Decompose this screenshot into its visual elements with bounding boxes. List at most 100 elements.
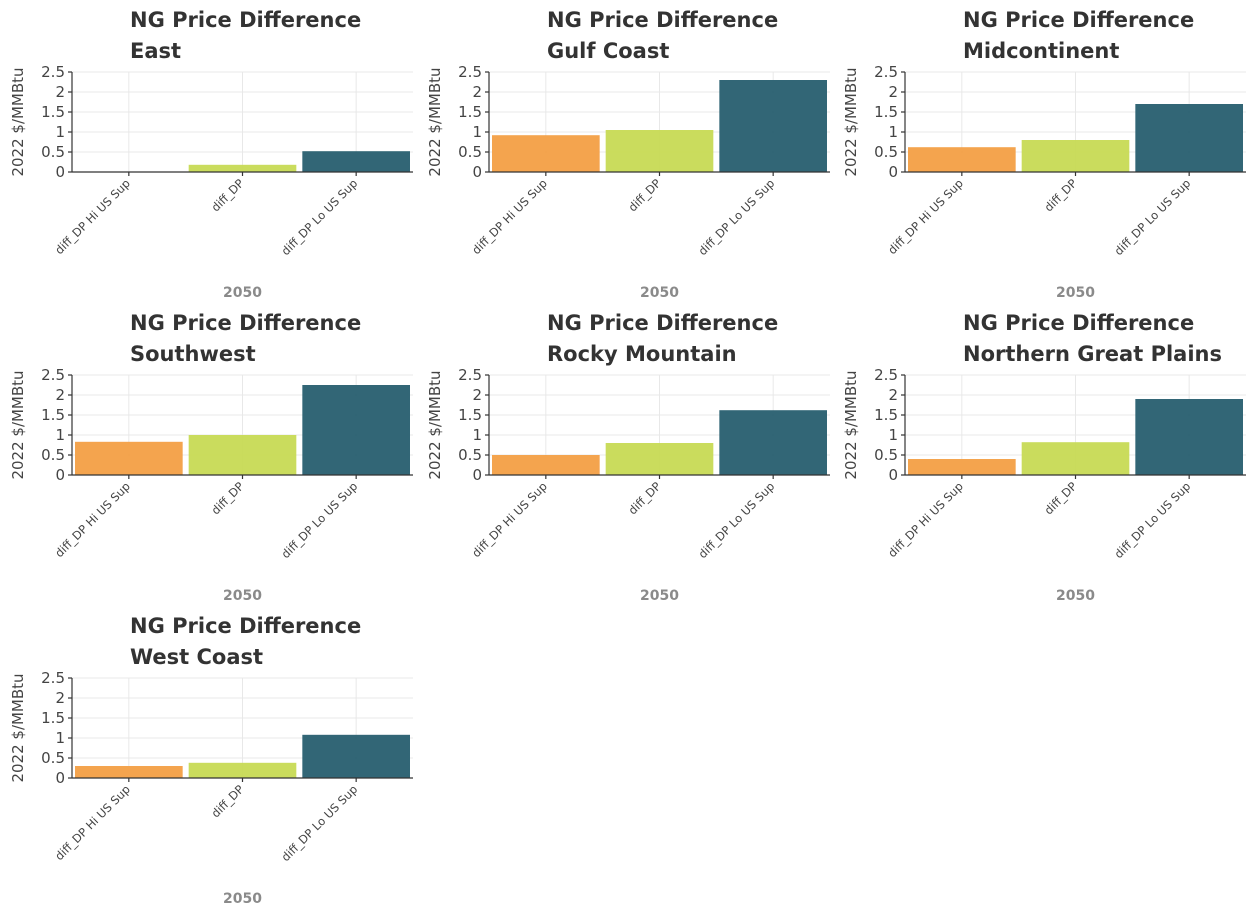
ytick-label: 2 — [55, 83, 65, 101]
chart-subtitle: West Coast — [130, 645, 263, 669]
chart-panel-3: NG Price Difference Southwest 0 0.5 1 1.5 2 2.5… — [9, 311, 413, 604]
xtick-label: diff_DP Hi US Sup — [469, 176, 550, 257]
xtick-label: diff_DP Hi US Sup — [52, 479, 133, 560]
chart-subtitle: Rocky Mountain — [547, 342, 737, 366]
bar-hi-us-sup[interactable] — [908, 147, 1016, 172]
ytick-label: 2 — [472, 83, 482, 101]
ytick-label: 2.5 — [41, 366, 65, 384]
xtick-label: diff_DP — [208, 479, 246, 517]
xtick-label: diff_DP — [625, 479, 663, 517]
chart-subtitle: Northern Great Plains — [963, 342, 1222, 366]
xtick-label: diff_DP Hi US Sup — [469, 479, 550, 560]
bar-dp[interactable] — [605, 443, 714, 475]
ytick-label: 1 — [55, 123, 65, 141]
chart-subtitle: East — [130, 39, 181, 63]
ytick-label: 0.5 — [41, 143, 65, 161]
xtick-label: diff_DP Hi US Sup — [52, 176, 133, 257]
ytick-label: 0 — [55, 163, 65, 181]
ytick-label: 0.5 — [458, 446, 482, 464]
x-axis-label: 2050 — [1056, 588, 1095, 604]
bar-dp[interactable] — [188, 435, 297, 475]
y-axis-label: 2022 $/MMBtu — [842, 67, 860, 176]
chart-panel-1: NG Price Difference Gulf Coast 0 0.5 1 1.5 2 2.… — [426, 8, 830, 301]
chart-title: NG Price Difference — [130, 8, 361, 32]
ytick-label: 1 — [472, 123, 482, 141]
x-axis-label: 2050 — [640, 285, 679, 301]
chart-panel-2: NG Price Difference Midcontinent 0 0.5 1 1.5 2… — [842, 8, 1246, 301]
chart-title: NG Price Difference — [130, 614, 361, 638]
chart-title: NG Price Difference — [547, 8, 778, 32]
xtick-label: diff_DP Lo US Sup — [1111, 176, 1193, 258]
x-axis-label: 2050 — [1056, 285, 1095, 301]
xtick-label: diff_DP Hi US Sup — [885, 479, 966, 560]
ytick-label: 1.5 — [874, 406, 898, 424]
bar-lo-us-sup[interactable] — [302, 385, 410, 475]
bar-dp[interactable] — [1021, 140, 1130, 172]
y-axis-label: 2022 $/MMBtu — [9, 370, 27, 479]
xtick-label: diff_DP — [625, 176, 663, 214]
ytick-label: 0 — [472, 466, 482, 484]
bar-hi-us-sup[interactable] — [75, 441, 183, 475]
xtick-label: diff_DP Lo US Sup — [695, 479, 777, 561]
ytick-label: 2.5 — [458, 366, 482, 384]
ytick-label: 1.5 — [41, 103, 65, 121]
chart-title: NG Price Difference — [547, 311, 778, 335]
bar-lo-us-sup[interactable] — [302, 151, 410, 172]
ytick-label: 0 — [888, 163, 898, 181]
ytick-label: 0 — [888, 466, 898, 484]
chart-panel-4: NG Price Difference Rocky Mountain 0 0.5 1 1.… — [426, 311, 830, 604]
chart-panel-6: NG Price Difference West Coast 0 0.5 1 1.5 2 2.… — [9, 614, 413, 907]
ytick-label: 1.5 — [41, 709, 65, 727]
ytick-label: 2 — [888, 83, 898, 101]
bar-dp[interactable] — [188, 164, 297, 172]
bar-hi-us-sup[interactable] — [492, 135, 600, 172]
ytick-label: 0.5 — [41, 749, 65, 767]
bar-lo-us-sup[interactable] — [1135, 104, 1243, 172]
chart-panel-5: NG Price Difference Northern Great Plains… — [842, 311, 1246, 604]
bar-hi-us-sup[interactable] — [75, 766, 183, 778]
bar-lo-us-sup[interactable] — [719, 80, 827, 172]
ytick-label: 2.5 — [458, 63, 482, 81]
chart-title: NG Price Difference — [963, 8, 1194, 32]
y-axis-label: 2022 $/MMBtu — [426, 67, 444, 176]
y-axis-label: 2022 $/MMBtu — [842, 370, 860, 479]
xtick-label: diff_DP Lo US Sup — [278, 479, 360, 561]
ytick-label: 2.5 — [874, 63, 898, 81]
y-axis-label: 2022 $/MMBtu — [9, 673, 27, 782]
xtick-label: diff_DP Lo US Sup — [695, 176, 777, 258]
ytick-label: 1.5 — [874, 103, 898, 121]
bar-dp[interactable] — [188, 762, 297, 778]
ytick-label: 1 — [888, 123, 898, 141]
bar-lo-us-sup[interactable] — [1135, 399, 1243, 475]
bar-hi-us-sup[interactable] — [908, 459, 1016, 475]
xtick-label: diff_DP — [208, 782, 246, 820]
x-axis-label: 2050 — [223, 588, 262, 604]
chart-title: NG Price Difference — [963, 311, 1194, 335]
x-axis-label: 2050 — [223, 285, 262, 301]
ytick-label: 1 — [55, 426, 65, 444]
bar-lo-us-sup[interactable] — [719, 410, 827, 475]
xtick-label: diff_DP — [1041, 479, 1079, 517]
ytick-label: 0 — [472, 163, 482, 181]
ytick-label: 0.5 — [41, 446, 65, 464]
xtick-label: diff_DP Hi US Sup — [885, 176, 966, 257]
ytick-label: 1.5 — [458, 103, 482, 121]
chart-panel-0: NG Price Difference East 0 0.5 1 1.5 2 2.5 diff_… — [9, 8, 413, 301]
xtick-label: diff_DP — [208, 176, 246, 214]
x-axis-label: 2050 — [640, 588, 679, 604]
ytick-label: 1.5 — [41, 406, 65, 424]
xtick-label: diff_DP Lo US Sup — [278, 782, 360, 864]
y-axis-label: 2022 $/MMBtu — [9, 67, 27, 176]
ytick-label: 2.5 — [41, 63, 65, 81]
ytick-label: 2 — [888, 386, 898, 404]
x-axis-label: 2050 — [223, 891, 262, 907]
bar-lo-us-sup[interactable] — [302, 734, 410, 778]
ytick-label: 2.5 — [41, 669, 65, 687]
bar-hi-us-sup[interactable] — [492, 455, 600, 475]
bar-dp[interactable] — [1021, 442, 1130, 475]
bar-dp[interactable] — [605, 130, 714, 172]
chart-title: NG Price Difference — [130, 311, 361, 335]
ytick-label: 1 — [55, 729, 65, 747]
ytick-label: 0.5 — [874, 446, 898, 464]
